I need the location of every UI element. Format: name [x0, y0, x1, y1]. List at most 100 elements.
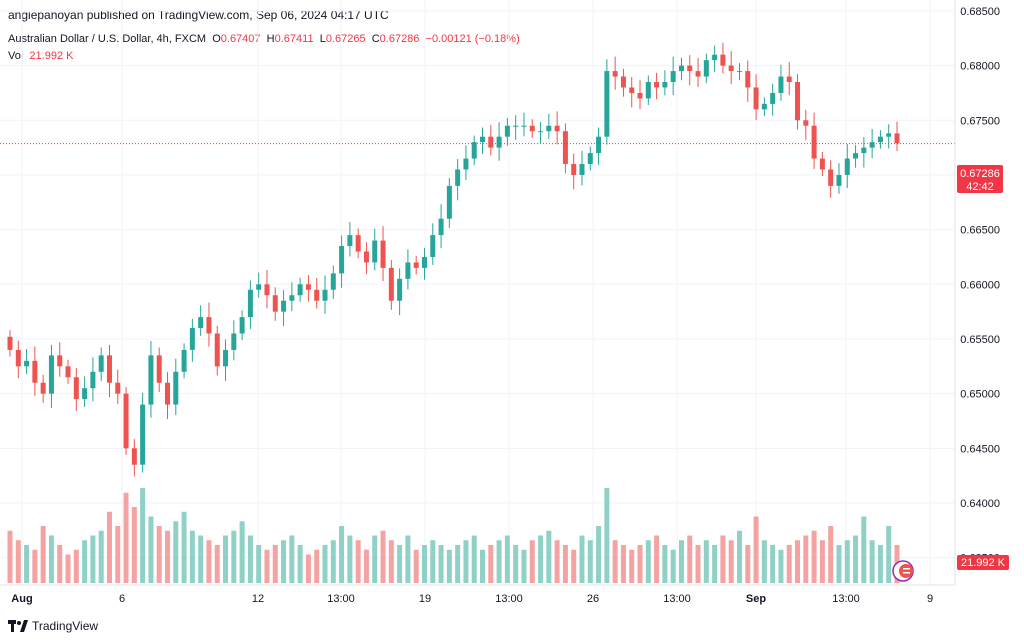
volume-bar	[853, 535, 859, 583]
volume-bar	[720, 535, 726, 583]
volume-bar	[695, 545, 701, 583]
x-tick-label: Aug	[11, 593, 32, 605]
candle-body	[546, 125, 552, 132]
volume-bar	[98, 530, 104, 583]
candle-body	[612, 71, 618, 77]
candle-body	[753, 87, 759, 110]
candle-body	[73, 377, 79, 400]
candle-body	[571, 164, 577, 175]
flag-icon[interactable]	[892, 560, 914, 582]
volume-bars	[7, 488, 900, 583]
candle-body	[538, 131, 544, 133]
candle-body	[529, 125, 535, 132]
y-tick-label: 0.68000	[960, 61, 1000, 73]
x-tick-label: Sep	[746, 593, 766, 605]
candle-body	[471, 142, 477, 159]
volume-bar	[803, 535, 809, 583]
open-label: O	[212, 33, 221, 45]
grid-lines	[0, 0, 955, 585]
candle-body	[662, 82, 668, 88]
volume-bar	[496, 540, 502, 583]
candle-body	[173, 371, 179, 405]
candle-body	[330, 273, 336, 290]
symbol-legend: Australian Dollar / U.S. Dollar, 4h, FXC…	[8, 33, 520, 45]
volume-bar	[587, 540, 593, 583]
candle-body	[480, 136, 486, 143]
volume-bar	[488, 545, 494, 583]
candle-body	[90, 371, 96, 389]
candle-body	[372, 240, 378, 263]
candle-body	[645, 82, 651, 99]
volume-bar	[372, 535, 378, 583]
candle-body	[98, 355, 104, 372]
candle-body	[148, 355, 154, 405]
price-badge: 0.67286 42:42	[957, 165, 1003, 193]
candle-body	[32, 360, 38, 383]
candle-body	[513, 125, 519, 127]
volume-badge-value: 21.992 K	[961, 557, 1006, 569]
candle-body	[554, 125, 560, 132]
volume-bar	[305, 554, 311, 583]
volume-bar	[712, 545, 718, 583]
candle-body	[65, 366, 71, 378]
volume-bar	[637, 545, 643, 583]
high-value: 0.67411	[274, 33, 314, 45]
volume-bar	[670, 549, 676, 583]
volume-bar	[165, 530, 171, 583]
volume-bar	[471, 535, 477, 583]
volume-bar	[877, 545, 883, 583]
candle-body	[778, 76, 784, 93]
volume-bar	[40, 526, 46, 583]
volume-bar	[861, 516, 867, 583]
candle-body	[786, 76, 792, 83]
candle-body	[156, 355, 162, 383]
candle-body	[844, 158, 850, 175]
volume-bar	[761, 540, 767, 583]
volume-bar	[687, 535, 693, 583]
high-label: H	[266, 33, 275, 45]
volume-bar	[7, 530, 13, 583]
volume-bar	[463, 540, 469, 583]
candle-body	[745, 71, 751, 88]
volume-bar	[131, 507, 137, 583]
volume-bar	[745, 545, 751, 583]
volume-bar	[289, 535, 295, 583]
volume-bar	[786, 545, 792, 583]
volume-bar	[272, 545, 278, 583]
tradingview-brand[interactable]: TradingView	[8, 619, 98, 633]
candle-body	[596, 136, 602, 154]
volume-bar	[48, 535, 54, 583]
volume-bar	[836, 545, 842, 583]
low-value: 0.67265	[325, 33, 366, 45]
volume-bar	[264, 549, 270, 583]
volume-bar	[206, 540, 212, 583]
volume-bar	[703, 540, 709, 583]
candle-body	[695, 71, 701, 77]
volume-bar	[281, 540, 287, 583]
candle-body	[131, 448, 137, 465]
candle-body	[720, 54, 726, 66]
x-tick-label: 13:00	[832, 593, 860, 605]
volume-bar	[347, 535, 353, 583]
volume-bar	[181, 511, 187, 583]
volume-bar	[596, 526, 602, 583]
candle-body	[297, 284, 303, 296]
volume-bar	[173, 521, 179, 583]
candle-body	[795, 82, 801, 121]
volume-bar	[231, 530, 237, 583]
y-tick-label: 0.68500	[960, 6, 1000, 18]
volume-bar	[736, 530, 742, 583]
candle-body	[712, 54, 718, 61]
volume-bar	[770, 545, 776, 583]
candle-body	[811, 125, 817, 159]
candle-body	[670, 71, 676, 83]
volume-bar	[504, 535, 510, 583]
volume-bar	[115, 526, 121, 583]
price-badge-countdown: 42:42	[966, 181, 994, 193]
candle-body	[140, 404, 146, 465]
candle-body	[521, 125, 527, 127]
volume-bar	[554, 540, 560, 583]
volume-bar	[73, 549, 79, 583]
volume-bar	[513, 545, 519, 583]
